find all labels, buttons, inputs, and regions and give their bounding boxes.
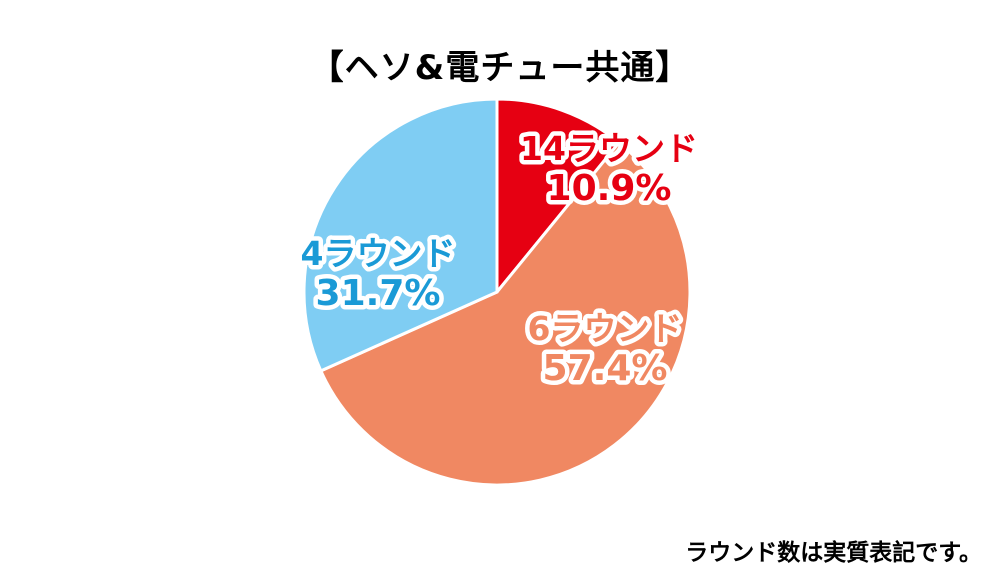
pie-slice-1	[495, 97, 622, 297]
slice-value-label: 10.9%	[547, 168, 672, 209]
slice-category-label: 6ラウンド	[528, 309, 683, 348]
slice-category-label: 4ラウンド	[301, 234, 456, 273]
pie-slices	[302, 97, 692, 487]
slice-value-label: 31.7%	[316, 273, 441, 314]
footnote: ラウンド数は実質表記です。	[685, 540, 982, 566]
chart-title: 【ヘソ&電チュー共通】	[309, 48, 691, 88]
slice-category-label: 14ラウンド	[520, 129, 698, 168]
pie-slice-3	[302, 97, 499, 373]
pie-slice-2	[318, 140, 692, 487]
slice-value-label: 57.4%	[543, 348, 668, 389]
